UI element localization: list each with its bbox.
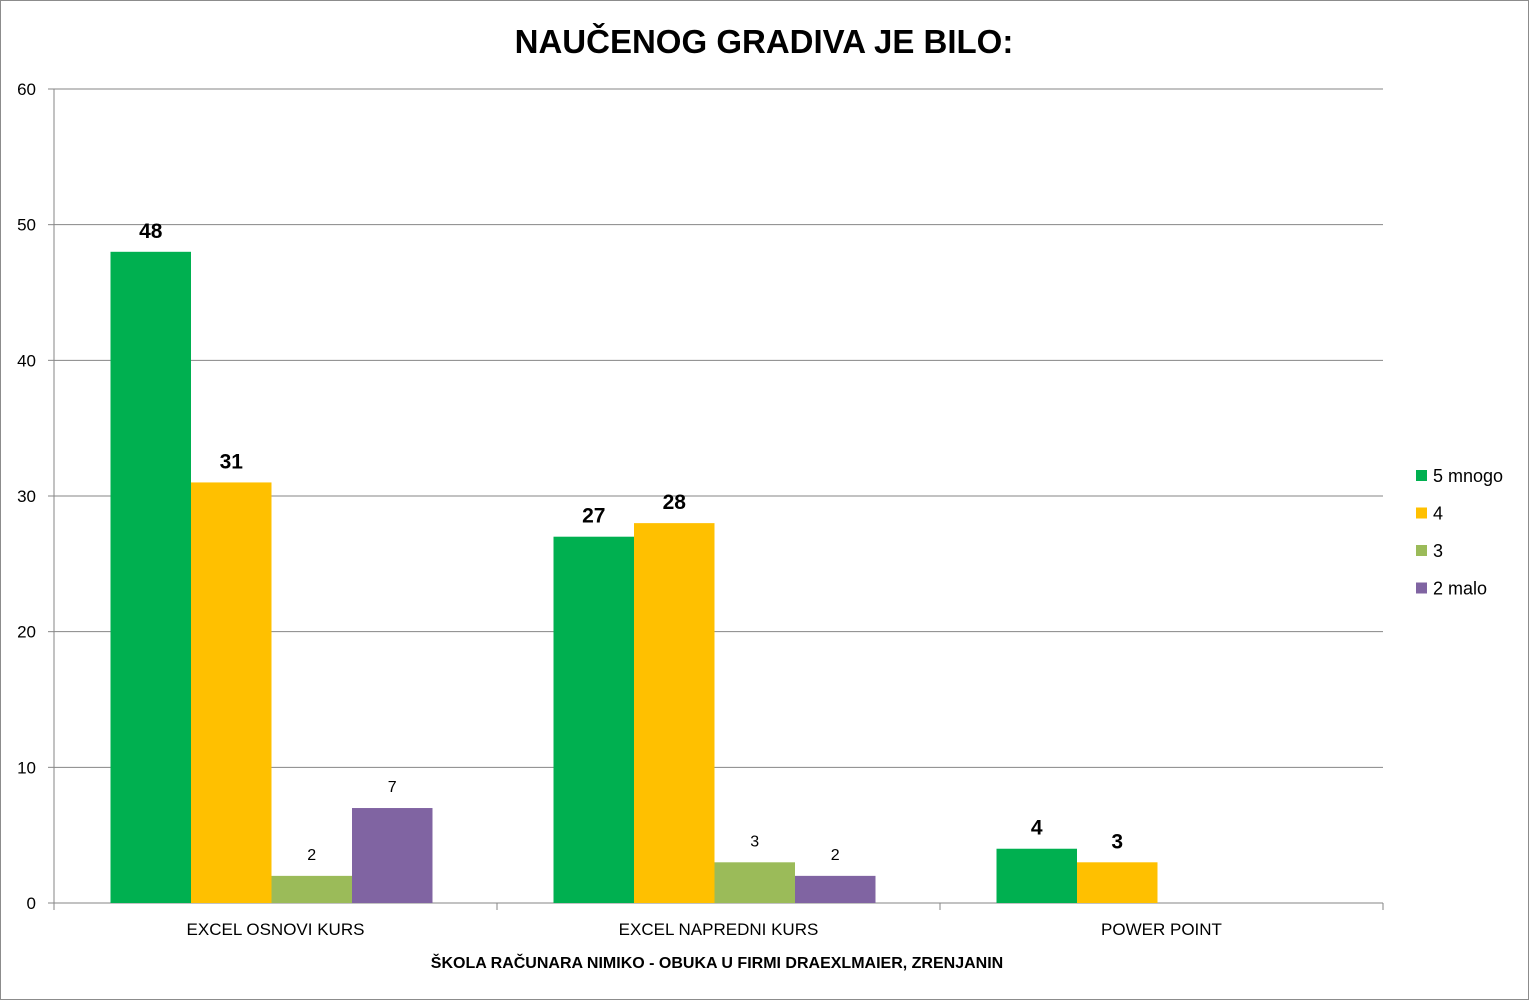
data-label: 3 bbox=[750, 833, 759, 850]
y-tick-label: 20 bbox=[17, 623, 36, 642]
legend-swatch bbox=[1416, 470, 1427, 481]
data-label: 7 bbox=[388, 779, 397, 796]
y-tick-label: 30 bbox=[17, 487, 36, 506]
y-tick-label: 0 bbox=[27, 894, 36, 913]
legend-swatch bbox=[1416, 545, 1427, 556]
data-label: 28 bbox=[663, 491, 687, 514]
data-label: 4 bbox=[1031, 817, 1043, 840]
y-tick-label: 10 bbox=[17, 758, 36, 777]
legend-label: 3 bbox=[1433, 541, 1443, 561]
bar bbox=[634, 523, 715, 903]
data-label: 27 bbox=[582, 505, 605, 528]
data-labels: 48 27 4 31 28 3 2 3 7 2 bbox=[139, 220, 1123, 864]
bar bbox=[553, 536, 634, 903]
bar bbox=[996, 848, 1077, 903]
data-label: 2 bbox=[831, 847, 840, 864]
x-category-label: EXCEL NAPREDNI KURS bbox=[619, 920, 819, 939]
chart-title: NAUČENOG GRADIVA JE BILO: bbox=[515, 22, 1014, 60]
bars bbox=[110, 251, 1158, 904]
legend-label: 5 mnogo bbox=[1433, 466, 1503, 486]
data-label: 2 bbox=[307, 847, 316, 864]
y-tick-label: 40 bbox=[17, 351, 36, 370]
data-label: 31 bbox=[220, 450, 244, 473]
bar bbox=[795, 875, 876, 903]
legend-swatch bbox=[1416, 582, 1427, 594]
x-axis-title: ŠKOLA RAČUNARA NIMIKO - OBUKA U FIRMI DR… bbox=[431, 953, 1003, 972]
bar bbox=[110, 251, 191, 904]
bar bbox=[1077, 862, 1158, 903]
legend-label: 2 malo bbox=[1433, 579, 1487, 599]
gridlines bbox=[54, 88, 1383, 768]
bar bbox=[191, 482, 272, 903]
x-category-label: POWER POINT bbox=[1101, 920, 1222, 939]
data-label: 48 bbox=[139, 220, 163, 243]
legend-swatch bbox=[1416, 507, 1427, 519]
bar bbox=[714, 862, 795, 903]
y-tick-label: 60 bbox=[17, 80, 36, 99]
y-tick-label: 50 bbox=[17, 216, 36, 235]
legend: 5 mnogo 4 3 2 malo bbox=[1416, 466, 1503, 599]
data-label: 3 bbox=[1111, 830, 1123, 853]
x-category-label: EXCEL OSNOVI KURS bbox=[187, 920, 365, 939]
legend-label: 4 bbox=[1433, 504, 1443, 524]
bar bbox=[352, 808, 433, 903]
bar bbox=[271, 875, 352, 903]
